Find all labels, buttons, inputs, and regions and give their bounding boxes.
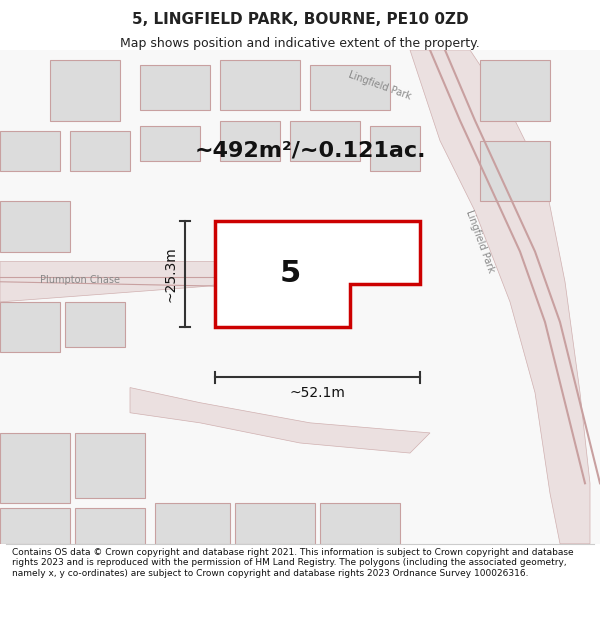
Text: Lingfield Park: Lingfield Park — [464, 209, 496, 274]
Polygon shape — [130, 388, 430, 453]
Polygon shape — [0, 302, 60, 352]
Text: 5, LINGFIELD PARK, BOURNE, PE10 0ZD: 5, LINGFIELD PARK, BOURNE, PE10 0ZD — [131, 12, 469, 28]
Text: ~492m²/~0.121ac.: ~492m²/~0.121ac. — [194, 141, 426, 161]
Polygon shape — [65, 302, 125, 348]
Polygon shape — [155, 504, 230, 544]
Polygon shape — [370, 126, 420, 171]
Polygon shape — [0, 509, 70, 544]
Polygon shape — [0, 262, 250, 302]
Text: ~52.1m: ~52.1m — [290, 386, 346, 399]
Polygon shape — [0, 131, 60, 171]
Text: ~25.3m: ~25.3m — [164, 246, 178, 302]
Polygon shape — [310, 65, 390, 111]
Text: Map shows position and indicative extent of the property.: Map shows position and indicative extent… — [120, 38, 480, 51]
Polygon shape — [75, 433, 145, 498]
Polygon shape — [220, 60, 300, 111]
Text: Lingfield Park: Lingfield Park — [347, 69, 413, 101]
Text: Plumpton Chase: Plumpton Chase — [40, 275, 120, 285]
Polygon shape — [70, 131, 130, 171]
Polygon shape — [480, 141, 550, 201]
Polygon shape — [410, 50, 590, 544]
Polygon shape — [140, 126, 200, 161]
Polygon shape — [235, 504, 315, 544]
Text: 5: 5 — [280, 259, 301, 288]
Polygon shape — [50, 60, 120, 121]
Polygon shape — [215, 221, 420, 327]
Polygon shape — [0, 433, 70, 504]
Polygon shape — [480, 60, 550, 121]
Polygon shape — [0, 201, 70, 251]
Polygon shape — [75, 509, 145, 544]
Polygon shape — [290, 121, 360, 161]
Polygon shape — [220, 121, 280, 161]
Polygon shape — [140, 65, 210, 111]
Polygon shape — [320, 504, 400, 544]
Text: Contains OS data © Crown copyright and database right 2021. This information is : Contains OS data © Crown copyright and d… — [12, 548, 574, 578]
